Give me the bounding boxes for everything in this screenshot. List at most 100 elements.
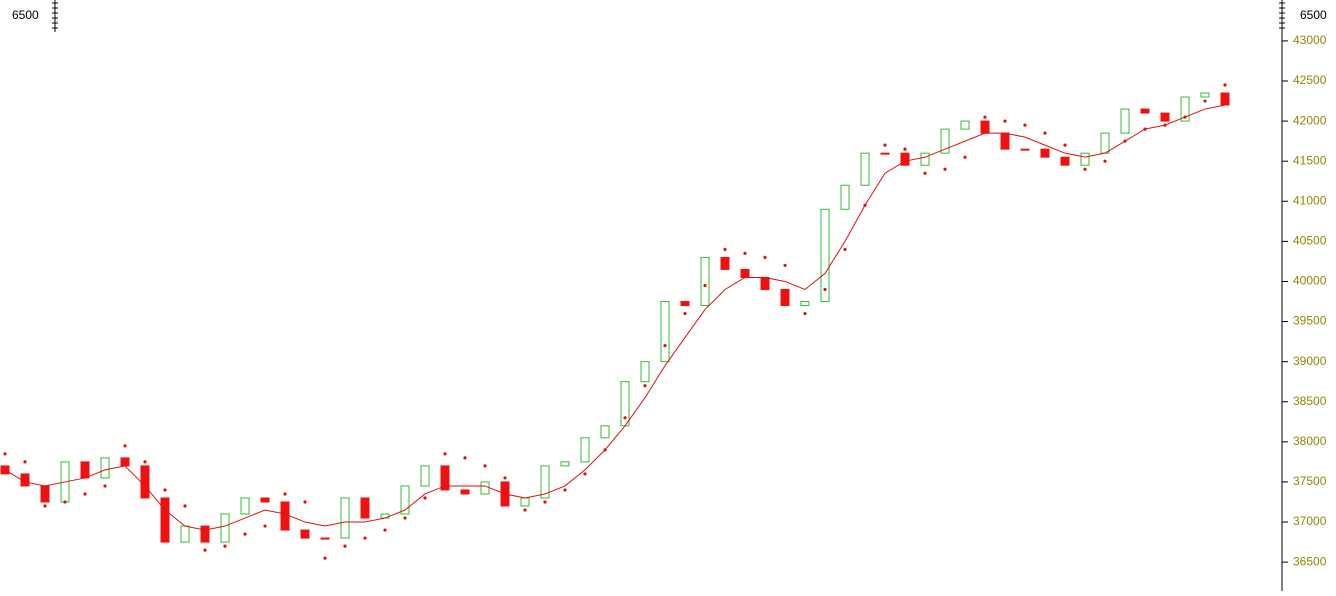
sar-dot xyxy=(883,143,887,147)
sar-dot xyxy=(723,247,727,251)
candle xyxy=(600,425,610,439)
candle xyxy=(1060,156,1070,166)
sar-dot xyxy=(863,203,867,207)
candle xyxy=(660,301,670,363)
sar-dot xyxy=(123,444,127,448)
candle xyxy=(880,152,890,155)
candle xyxy=(1100,132,1110,154)
candle xyxy=(520,497,530,507)
sar-dot xyxy=(1023,123,1027,127)
sar-dot xyxy=(103,484,107,488)
sar-dot xyxy=(823,287,827,292)
candle xyxy=(1040,148,1050,158)
candle xyxy=(640,361,650,383)
sar-dot xyxy=(483,464,487,468)
sar-dot xyxy=(743,251,747,256)
sar-dot xyxy=(403,516,407,520)
candle xyxy=(920,152,930,166)
candle xyxy=(540,465,550,499)
y-tick-label: 37000 xyxy=(1293,514,1327,528)
y-tick-label: 42000 xyxy=(1293,113,1327,127)
y-tick-label: 37500 xyxy=(1293,474,1327,488)
candle xyxy=(360,497,370,519)
sar-dot xyxy=(1043,131,1047,135)
sar-dot xyxy=(23,460,27,464)
sar-dot xyxy=(963,155,967,159)
candle xyxy=(1220,92,1230,106)
candle xyxy=(580,437,590,463)
candle xyxy=(280,501,290,531)
y-tick-label: 43000 xyxy=(1293,33,1327,47)
candle xyxy=(1020,148,1030,151)
sar-dot xyxy=(703,283,707,288)
candle xyxy=(700,256,710,307)
sar-dot xyxy=(623,416,627,420)
candle xyxy=(1200,92,1210,98)
sar-dot xyxy=(1003,119,1007,123)
sar-dot xyxy=(143,460,147,464)
candle xyxy=(900,152,910,166)
sar-dot xyxy=(1063,143,1067,147)
candle xyxy=(1080,152,1090,166)
sar-dot xyxy=(1183,115,1187,119)
candle xyxy=(840,184,850,210)
y-tick-label: 39500 xyxy=(1293,314,1327,328)
sar-dot xyxy=(603,448,607,452)
sar-dot xyxy=(323,556,327,560)
sar-dot xyxy=(643,384,647,388)
candle xyxy=(1160,112,1170,122)
sar-dot xyxy=(583,472,587,476)
candle xyxy=(940,128,950,154)
y-tick-label: 38500 xyxy=(1293,394,1327,408)
candle xyxy=(560,461,570,467)
y-tick-label: 40000 xyxy=(1293,274,1327,288)
sar-dot xyxy=(363,536,367,540)
candle xyxy=(1140,108,1150,114)
sar-dot xyxy=(1103,159,1107,163)
sar-dot xyxy=(163,488,167,492)
sar-dot xyxy=(1123,139,1127,143)
candle xyxy=(120,457,130,467)
sar-dot xyxy=(63,500,67,504)
candle xyxy=(200,525,210,543)
candle xyxy=(40,485,50,503)
y-tick-label: 38000 xyxy=(1293,434,1327,448)
sar-dot xyxy=(943,167,947,171)
candle xyxy=(160,497,170,543)
sar-dot xyxy=(503,476,507,480)
sar-dot xyxy=(663,344,667,348)
candle xyxy=(80,461,90,479)
y-tick-label: 41000 xyxy=(1293,193,1327,207)
sar-dot xyxy=(1143,127,1147,131)
candle xyxy=(400,485,410,515)
sar-dot xyxy=(463,456,467,460)
y-tick-label: 41500 xyxy=(1293,153,1327,167)
right-corner-label: 6500 xyxy=(1300,8,1327,22)
candle xyxy=(760,276,770,290)
sar-dot xyxy=(183,504,187,508)
sar-dot xyxy=(563,488,567,492)
candle xyxy=(820,208,830,303)
candle xyxy=(220,513,230,543)
candle xyxy=(300,529,310,539)
sar-dot xyxy=(843,247,847,251)
sar-dot xyxy=(543,500,547,504)
candle xyxy=(240,497,250,515)
candle xyxy=(1000,132,1010,150)
candle xyxy=(1180,96,1190,122)
sar-dot xyxy=(763,255,767,260)
sar-dot xyxy=(683,311,687,316)
candle xyxy=(980,120,990,134)
candle xyxy=(720,256,730,270)
sar-dot xyxy=(983,115,987,119)
candle xyxy=(420,465,430,487)
candle xyxy=(800,301,810,307)
sar-dot xyxy=(1203,99,1207,103)
sar-dot xyxy=(1163,123,1167,127)
sar-dot xyxy=(443,452,447,456)
candle xyxy=(680,301,690,307)
sar-dot xyxy=(903,147,907,151)
sar-dot xyxy=(3,452,7,456)
y-tick-label: 39000 xyxy=(1293,354,1327,368)
